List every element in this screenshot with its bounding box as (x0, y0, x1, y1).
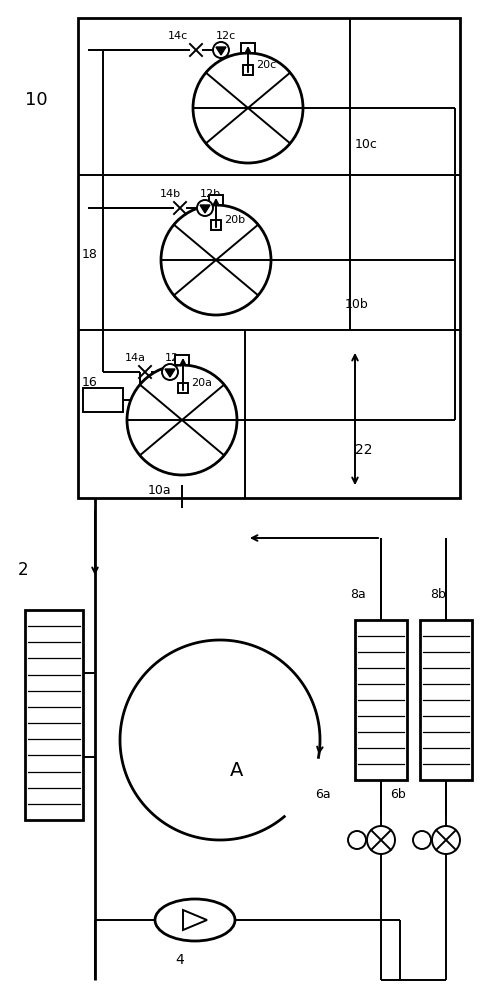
Text: 18: 18 (82, 248, 98, 261)
Bar (211, 220, 221, 230)
Circle shape (348, 831, 366, 849)
Bar (243, 65, 253, 75)
Bar (175, 355, 189, 365)
Polygon shape (200, 205, 210, 213)
Circle shape (193, 53, 303, 163)
Polygon shape (183, 910, 207, 930)
Circle shape (161, 205, 271, 315)
Bar (355, 620, 407, 780)
Circle shape (367, 826, 395, 854)
Text: 6b: 6b (390, 788, 406, 802)
Text: 12c: 12c (216, 31, 236, 41)
Polygon shape (216, 47, 226, 55)
Text: 14c: 14c (168, 31, 188, 41)
Text: 10c: 10c (355, 138, 378, 151)
Text: 2: 2 (18, 561, 29, 579)
Bar (209, 195, 223, 205)
Circle shape (197, 200, 213, 216)
Bar (241, 43, 255, 53)
Text: 20b: 20b (224, 215, 245, 225)
Bar (83, 388, 123, 412)
Bar (420, 620, 472, 780)
Polygon shape (165, 369, 175, 377)
Text: 14b: 14b (160, 189, 181, 199)
Text: 16: 16 (82, 375, 98, 388)
Circle shape (213, 42, 229, 58)
Text: 6a: 6a (315, 788, 331, 802)
Text: VSD: VSD (85, 395, 108, 405)
Text: 20c: 20c (256, 60, 276, 70)
Circle shape (162, 364, 178, 380)
Bar (25, 610, 83, 820)
Text: 10b: 10b (345, 298, 369, 312)
Text: 12b: 12b (200, 189, 221, 199)
Text: 4: 4 (175, 953, 184, 967)
Text: 10a: 10a (148, 484, 172, 496)
Text: 22: 22 (355, 443, 372, 457)
Circle shape (432, 826, 460, 854)
Circle shape (127, 365, 237, 475)
Text: 20a: 20a (191, 378, 212, 388)
Circle shape (413, 831, 431, 849)
Text: 8b: 8b (430, 588, 446, 601)
Text: 14a: 14a (125, 353, 146, 363)
Bar (78, 18, 460, 498)
Text: 12a: 12a (165, 353, 186, 363)
Bar (178, 383, 188, 393)
Text: 10: 10 (25, 91, 47, 109)
Ellipse shape (155, 899, 235, 941)
Text: 8a: 8a (350, 588, 366, 601)
Text: A: A (230, 760, 243, 780)
